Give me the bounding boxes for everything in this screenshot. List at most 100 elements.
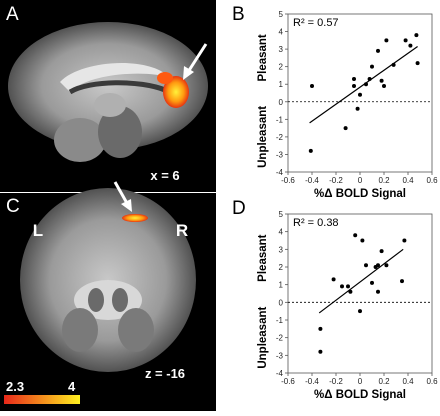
activation-blob-c xyxy=(122,214,148,222)
activation-blob-a xyxy=(157,72,189,108)
panel-b: B -0.6 -0.4 -0.2 0 0.2 0.4 0.6 -4 -3 -2 -1 0 1 2 3 4 5 R²… xyxy=(232,4,438,200)
chart-b-ytick-label: -1 xyxy=(276,115,284,124)
axial-coordinate-label: z = -16 xyxy=(145,366,185,381)
chart-d-ytick-label: -2 xyxy=(276,334,284,343)
scatter-chart-d: -0.6 -0.4 -0.2 0 0.2 0.4 0.6 -4 -3 -2 -1 0 1 2 3 4 5 R² =… xyxy=(257,210,438,401)
chart-d-fit-line xyxy=(318,248,404,314)
chart-d-y-label-pleasant: Pleasant xyxy=(257,234,269,281)
chart-b-data-point xyxy=(382,83,386,88)
chart-b-data-point xyxy=(352,76,356,81)
chart-b-data-point xyxy=(391,62,396,67)
chart-d-r-squared: R² = 0.38 xyxy=(293,217,339,229)
chart-b-data-point xyxy=(352,83,356,88)
sagittal-coordinate-label: x = 6 xyxy=(150,168,179,183)
chart-d-data-point xyxy=(318,349,323,354)
chart-b-xtick-label: 0 xyxy=(358,176,363,185)
chart-d-frame xyxy=(287,213,433,374)
panel-c-letter: C xyxy=(6,196,20,217)
panel-d: D -0.6 -0.4 -0.2 0 0.2 0.4 0.6 -4 -3 -2 -1 0 1 2 3 4 5 R²… xyxy=(232,198,438,401)
chart-d-data-point xyxy=(379,249,384,254)
chart-b-ytick-label: -4 xyxy=(276,168,284,177)
chart-b-data-point xyxy=(379,78,384,83)
left-hemisphere-label: L xyxy=(33,221,43,240)
chart-d-data-point xyxy=(376,263,380,268)
chart-d-xtick-label: -0.4 xyxy=(305,377,319,386)
chart-d-ytick-label: 0 xyxy=(279,298,284,307)
chart-d-data-point xyxy=(384,263,389,268)
panel-a: A x = 6 xyxy=(0,0,216,192)
arrow-icon-a xyxy=(183,43,208,80)
chart-d-ytick-label: 2 xyxy=(279,263,284,272)
chart-d-data-point xyxy=(376,289,380,294)
chart-b-data-point xyxy=(414,33,419,38)
panel-d-letter: D xyxy=(232,198,246,219)
chart-b-ytick-label: -2 xyxy=(276,133,284,142)
chart-b-xtick-label: -0.6 xyxy=(281,176,295,185)
chart-d-xtick-label: 0.2 xyxy=(378,377,390,386)
chart-b-xtick-label: -0.2 xyxy=(329,176,343,185)
chart-d-xtick-label: 0 xyxy=(358,377,363,386)
scatter-chart-b: -0.6 -0.4 -0.2 0 0.2 0.4 0.6 -4 -3 -2 -1 0 1 2 3 4 5 R² =… xyxy=(257,10,438,200)
chart-d-data-point xyxy=(370,280,374,285)
chart-b-data-point xyxy=(376,48,380,53)
chart-b-data-point xyxy=(355,106,360,111)
chart-b-x-axis-label: %Δ BOLD Signal xyxy=(314,188,406,200)
chart-b-ytick-label: 2 xyxy=(279,63,284,72)
chart-b-data-point xyxy=(364,82,368,87)
chart-d-data-point xyxy=(360,238,365,243)
colorbar-min-label: 2.3 xyxy=(6,379,24,394)
chart-d-xtick-label: -0.6 xyxy=(281,377,295,386)
arrow-icon-c xyxy=(113,181,132,212)
colorbar: 2.3 4 xyxy=(4,379,80,404)
chart-b-data-point xyxy=(343,126,348,131)
chart-b-ytick-label: 1 xyxy=(279,80,284,89)
chart-d-data-point xyxy=(400,279,404,284)
chart-d-ytick-label: 4 xyxy=(279,228,284,237)
chart-d-ytick-label: -1 xyxy=(276,316,284,325)
chart-b-xtick-label: -0.4 xyxy=(305,176,319,185)
chart-d-ytick-label: -3 xyxy=(276,351,284,360)
chart-b-data-point xyxy=(403,38,408,43)
chart-b-ytick-label: 4 xyxy=(279,28,284,37)
chart-b-xtick-label: 0.2 xyxy=(378,176,390,185)
chart-b-ytick-label: -3 xyxy=(276,150,284,159)
colorbar-max-label: 4 xyxy=(68,379,76,394)
chart-d-data-point xyxy=(353,233,358,238)
chart-b-data-point xyxy=(308,148,313,153)
colorbar-gradient xyxy=(4,395,80,404)
panel-b-letter: B xyxy=(232,4,245,25)
chart-b-r-squared: R² = 0.57 xyxy=(293,17,339,29)
chart-d-data-point xyxy=(358,309,362,314)
chart-d-xtick-label: -0.2 xyxy=(329,377,343,386)
chart-b-data-point xyxy=(358,92,362,97)
chart-b-data-point xyxy=(408,43,413,48)
chart-d-ytick-label: 3 xyxy=(279,245,284,254)
chart-b-ytick-label: 0 xyxy=(279,98,284,107)
right-hemisphere-label: R xyxy=(176,221,188,240)
chart-b-data-point xyxy=(384,38,389,43)
chart-b-y-label-pleasant: Pleasant xyxy=(257,34,269,81)
chart-d-xtick-label: 0.4 xyxy=(402,377,414,386)
chart-d-data-point xyxy=(318,326,323,331)
chart-b-xtick-label: 0.4 xyxy=(402,176,414,185)
chart-b-xtick-label: 0.6 xyxy=(426,176,438,185)
chart-b-data-point xyxy=(310,83,314,88)
chart-b-data-point xyxy=(367,76,372,81)
chart-d-y-label-unpleasant: Unpleasant xyxy=(257,307,269,369)
sagittal-brain-image xyxy=(8,22,208,162)
chart-d-ytick-label: 1 xyxy=(279,281,284,290)
chart-d-data-point xyxy=(346,284,350,289)
chart-d-data-point xyxy=(402,238,407,243)
chart-d-data-point xyxy=(348,289,353,294)
chart-b-data-point xyxy=(370,64,374,69)
chart-d-xtick-label: 0.6 xyxy=(426,377,438,386)
chart-d-ytick-label: 5 xyxy=(279,210,284,219)
chart-d-x-axis-label: %Δ BOLD Signal xyxy=(314,389,406,401)
chart-b-y-label-unpleasant: Unpleasant xyxy=(257,106,269,168)
panel-c: C L R z = -16 2.3 4 xyxy=(0,181,216,411)
panel-a-letter: A xyxy=(6,4,19,25)
chart-d-data-point xyxy=(364,263,368,268)
chart-b-ytick-label: 5 xyxy=(279,10,284,19)
chart-d-data-point xyxy=(340,284,344,289)
